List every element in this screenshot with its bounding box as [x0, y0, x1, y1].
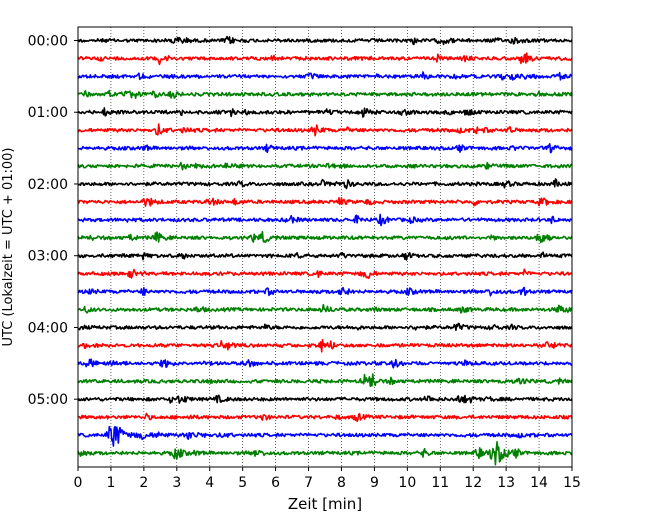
x-tick-label: 10 — [398, 475, 416, 491]
trace-0045 — [77, 89, 573, 99]
plot-frame — [77, 26, 573, 468]
trace-0345 — [77, 303, 573, 314]
trace-0430 — [77, 358, 573, 369]
x-axis-ticks: 0 1 2 3 4 5 6 7 8 9 10 11 12 13 14 15 — [74, 467, 581, 491]
x-tick-label: 12 — [464, 475, 482, 491]
x-tick-label: 4 — [205, 475, 214, 491]
y-tick-label: 03:00 — [28, 249, 68, 265]
trace-0415 — [77, 338, 573, 353]
x-tick-label: 14 — [530, 475, 548, 491]
trace-0315 — [77, 268, 573, 280]
x-tick-label: 2 — [139, 475, 148, 491]
trace-0330 — [77, 286, 573, 297]
x-tick-label: 5 — [238, 475, 247, 491]
trace-0215 — [77, 196, 573, 207]
y-axis-label: UTC (Lokalzeit = UTC + 01:00) — [1, 148, 16, 347]
trace-0100 — [77, 107, 573, 118]
x-tick-label: 7 — [304, 475, 313, 491]
trace-0300 — [77, 251, 573, 261]
x-tick-label: 3 — [172, 475, 181, 491]
x-tick-label: 0 — [74, 475, 83, 491]
trace-0030 — [77, 71, 573, 81]
y-tick-label: 02:00 — [28, 177, 68, 193]
trace-0145 — [77, 161, 573, 171]
y-tick-label: 05:00 — [28, 392, 68, 408]
x-tick-label: 1 — [106, 475, 115, 491]
x-tick-label: 9 — [370, 475, 379, 491]
trace-0015 — [77, 52, 573, 66]
seismic-traces — [77, 35, 573, 466]
x-tick-label: 13 — [497, 475, 515, 491]
x-tick-label: 8 — [337, 475, 346, 491]
y-tick-label: 00:00 — [28, 34, 68, 50]
x-tick-label: 11 — [431, 475, 449, 491]
y-axis-ticks: 00:00 01:00 02:00 03:00 04:00 05:00 — [28, 34, 78, 408]
trace-0000 — [77, 35, 573, 46]
trace-0445 — [77, 373, 573, 387]
x-axis-label: Zeit [min] — [288, 495, 362, 513]
trace-0530 — [77, 425, 573, 447]
trace-0200 — [77, 178, 573, 190]
trace-0400 — [77, 322, 573, 332]
trace-0500 — [77, 394, 573, 404]
trace-0515 — [77, 412, 573, 423]
x-tick-label: 15 — [563, 475, 581, 491]
trace-0545 — [77, 440, 573, 466]
trace-0230 — [77, 213, 573, 227]
x-tick-label: 6 — [271, 475, 280, 491]
grid-lines — [110, 27, 540, 467]
trace-0115 — [77, 123, 573, 137]
trace-0245 — [77, 230, 573, 244]
y-tick-label: 01:00 — [28, 105, 68, 121]
y-tick-label: 04:00 — [28, 320, 68, 336]
trace-0130 — [77, 143, 573, 154]
